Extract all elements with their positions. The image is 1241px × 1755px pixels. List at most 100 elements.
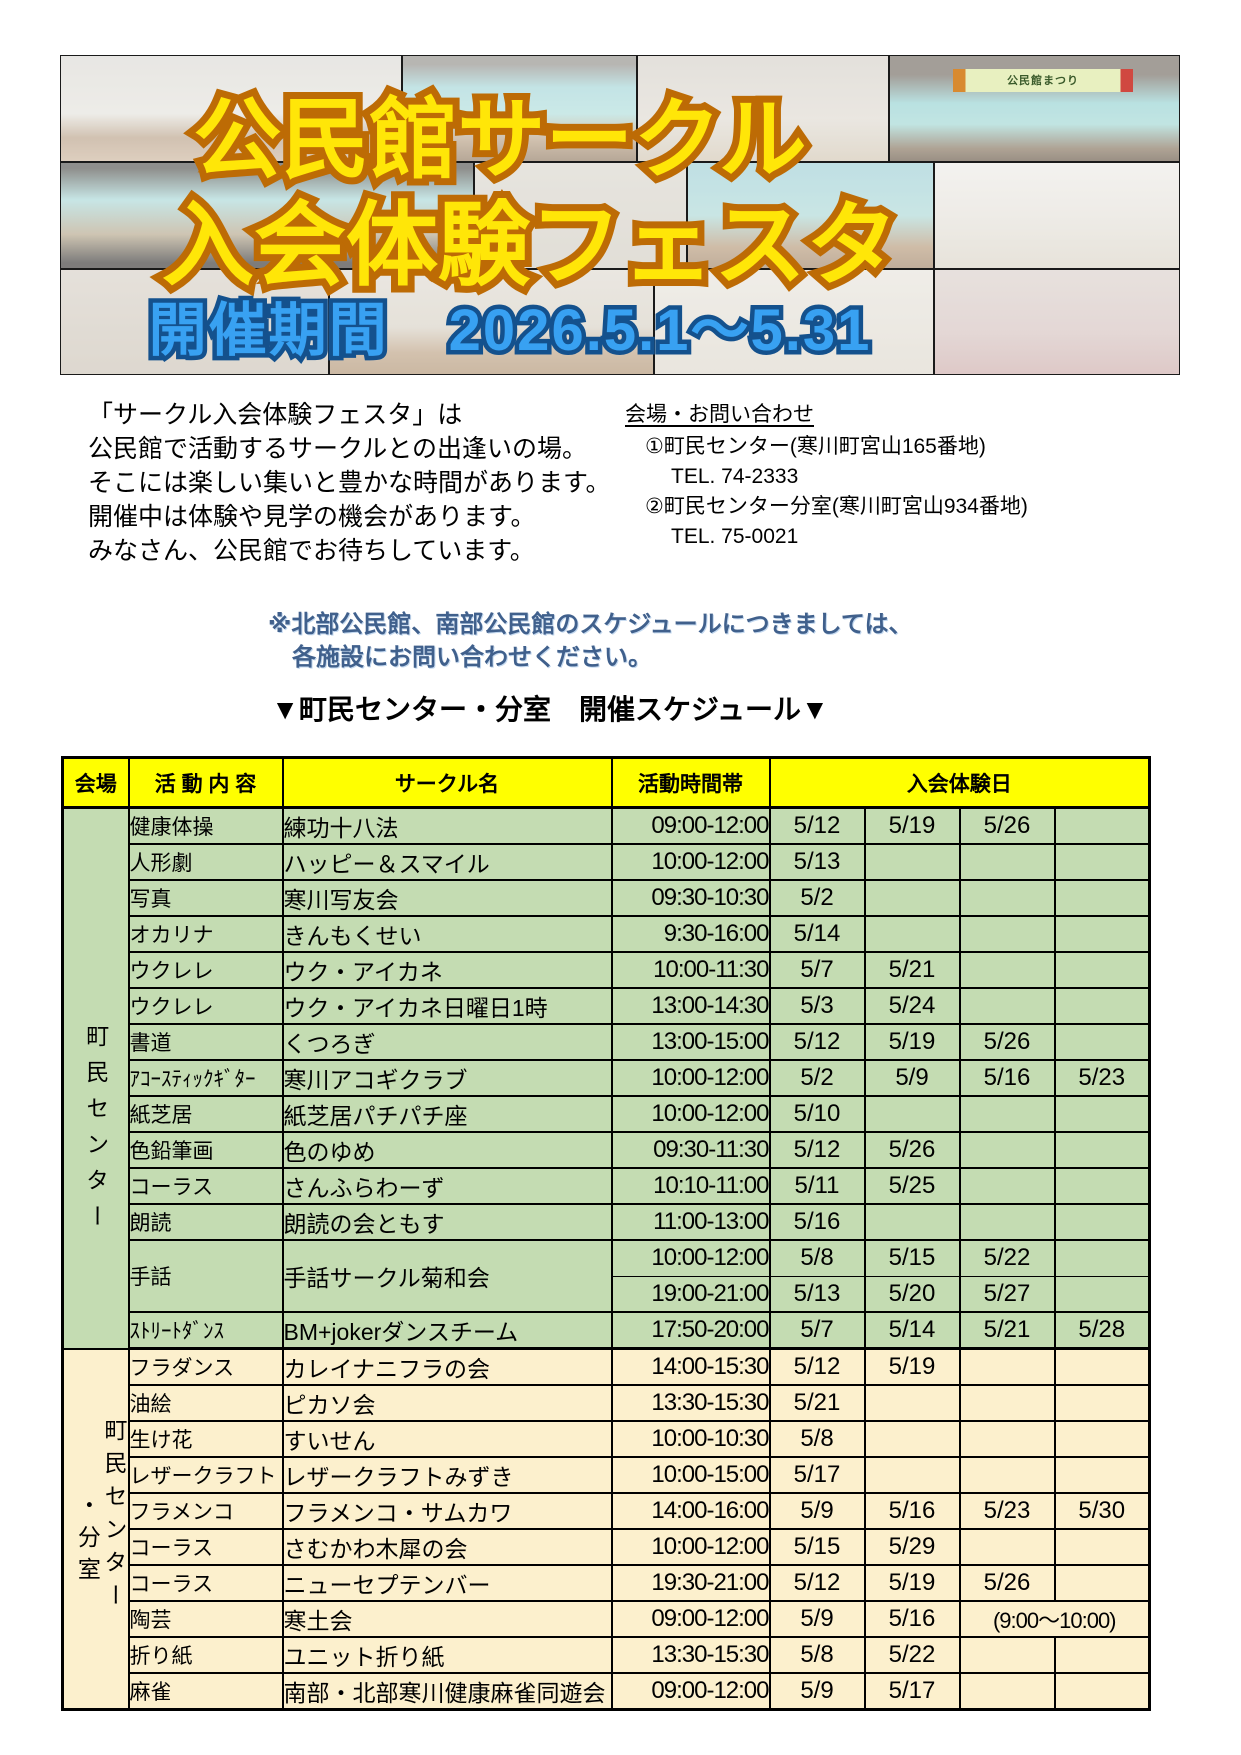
activity-cell: 紙芝居 (128, 1096, 284, 1133)
contact-phone: TEL. 75-0021 (671, 525, 799, 548)
time-slot-cell: 13:30-15:30 (611, 1385, 771, 1422)
empty-date-cell (959, 1385, 1056, 1422)
empty-date-cell (959, 1637, 1056, 1674)
empty-date-cell (1054, 1024, 1151, 1061)
empty-date-cell (1054, 1240, 1151, 1277)
circle-name-cell: レザークラフトみずき (282, 1457, 613, 1494)
trial-date-cell: 5/25 (864, 1168, 961, 1205)
activity-cell: オカリナ (128, 916, 284, 953)
main-title-line2-outline: 入会体験フェスタ (155, 188, 905, 304)
trial-date-cell: 5/19 (864, 1565, 961, 1602)
trial-date-cell: 5/11 (769, 1168, 866, 1205)
activity-cell: 麻雀 (128, 1673, 284, 1711)
schedule-row: 紙芝居 紙芝居パチパチ座 10:00-12:00 5/10 (63, 1096, 1151, 1133)
schedule-row: コーラス さんふらわーず 10:10-11:00 5/11 5/25 (63, 1168, 1151, 1205)
trial-date-cell: 5/23 (1054, 1060, 1151, 1097)
time-slot-cell: 11:00-13:00 (611, 1204, 771, 1241)
activity-cell: 写真 (128, 880, 284, 917)
activity-cell: コーラス (128, 1168, 284, 1205)
trial-date-cell: 5/13 (769, 1276, 866, 1313)
venue-name-sub: ・分室 (74, 1492, 101, 1589)
activity-cell: ウクレレ (128, 988, 284, 1025)
schedule-row: 町民センター 健康体操 練功十八法 09:00-12:00 5/12 5/19 5/26 (62, 807, 1151, 1350)
circle-name-cell: 寒川写友会 (282, 880, 613, 917)
time-slot-cell: 19:30-21:00 (611, 1565, 771, 1602)
schedule-row: ｱｺｰｽﾃｨｯｸｷﾞﾀｰ 寒川アコギクラブ 10:00-12:00 5/2 5/9 5/1… (63, 1060, 1151, 1097)
schedule-row: コーラス ニューセプテンバー 19:30-21:00 5/12 5/19 5/26 (63, 1565, 1151, 1602)
empty-date-cell (1054, 1673, 1151, 1711)
trial-date-cell: 5/12 (769, 807, 866, 845)
trial-date-cell: 5/8 (769, 1637, 866, 1674)
activity-cell: フラメンコ (128, 1493, 284, 1530)
trial-date-cell: 5/9 (864, 1060, 961, 1097)
empty-date-cell (864, 1421, 961, 1458)
trial-date-cell: 5/9 (769, 1601, 866, 1638)
empty-date-cell (1054, 1421, 1151, 1458)
trial-date-cell: 5/14 (864, 1312, 961, 1350)
main-title-line1: 公民館サークル 公民館サークル (186, 69, 813, 196)
trial-date-cell: 5/21 (769, 1385, 866, 1422)
event-period-outline: 開催期間 2026.5.1～5.31 (144, 294, 874, 368)
activity-cell: 健康体操 (128, 807, 284, 845)
circle-name-cell: 寒川アコギクラブ (282, 1060, 613, 1097)
activity-cell: 人形劇 (128, 844, 284, 881)
circle-name-cell: カレイナニフラの会 (282, 1348, 613, 1386)
photo-stage-performance (401, 55, 637, 162)
schedule-row: 油絵 ピカソ会 13:30-15:30 5/21 (63, 1385, 1151, 1422)
contact-address: ①町民センター(寒川町宮山165番地) (645, 435, 986, 458)
schedule-row: ｽﾄﾘｰﾄﾀﾞﾝｽ BM+jokerダンスチーム 17:50-20:00 5/7 5/1… (63, 1312, 1151, 1350)
time-slot-cell: 10:00-11:30 (611, 952, 771, 989)
empty-date-cell (1054, 1457, 1151, 1494)
circle-name-cell: すいせん (282, 1421, 613, 1458)
trial-date-cell: 5/21 (959, 1312, 1056, 1350)
time-slot-cell: 9:30-16:00 (611, 916, 771, 953)
trial-date-cell: 5/26 (959, 1024, 1056, 1061)
trial-date-cell: 5/21 (864, 952, 961, 989)
contact-heading: 会場・お問い合わせ (625, 403, 814, 426)
trial-date-cell: 5/17 (864, 1673, 961, 1711)
photo-pottery-display (933, 162, 1180, 269)
photo-framed-artwork-wall (474, 162, 688, 269)
trial-date-cell: 5/12 (769, 1348, 866, 1386)
trial-date-cell: 5/22 (864, 1637, 961, 1674)
venue-label: 町民センター ・分室 (62, 1348, 130, 1711)
trial-date-cell: 5/15 (864, 1240, 961, 1277)
venue-name: 町民センター (82, 1024, 109, 1241)
trial-date-cell: 5/24 (864, 988, 961, 1025)
schedule-row: オカリナ きんもくせい 9:30-16:00 5/14 (63, 916, 1151, 953)
circle-name-cell: ユニット折り紙 (282, 1637, 613, 1674)
time-slot-cell: 17:50-20:00 (611, 1312, 771, 1350)
circle-name-cell: ウク・アイカネ (282, 952, 613, 989)
time-slot-cell: 10:00-12:00 (611, 1240, 771, 1277)
activity-cell: ｽﾄﾘｰﾄﾀﾞﾝｽ (128, 1312, 284, 1350)
empty-date-cell (864, 916, 961, 953)
trial-date-cell: 5/7 (769, 952, 866, 989)
empty-date-cell (1054, 1096, 1151, 1133)
trial-date-cell: 5/17 (769, 1457, 866, 1494)
time-slot-cell: 14:00-15:30 (611, 1348, 771, 1386)
schedule-row: フラメンコ フラメンコ・サムカワ 14:00-16:00 5/9 5/16 5/23 5/3… (63, 1493, 1151, 1530)
main-title-line1-outline: 公民館サークル (186, 83, 813, 196)
time-slot-cell: 09:30-11:30 (611, 1132, 771, 1169)
trial-date-cell: 5/19 (864, 1348, 961, 1386)
matsuri-banner: 公民館まつり (953, 68, 1133, 92)
trial-date-cell: 5/26 (864, 1132, 961, 1169)
activity-cell: レザークラフト (128, 1457, 284, 1494)
time-slot-cell: 09:00-12:00 (611, 1601, 771, 1638)
trial-date-cell: 5/16 (769, 1204, 866, 1241)
circle-name-cell: BM+jokerダンスチーム (282, 1312, 613, 1350)
schedule-row: 町民センター ・分室 フラダンス カレイナニフラの会 14:00-15:30 5/12 5/… (62, 1348, 1151, 1711)
trial-date-cell: 5/20 (864, 1276, 961, 1313)
empty-date-cell (1054, 952, 1151, 989)
circle-name-cell: さむかわ木犀の会 (282, 1529, 613, 1566)
circle-name-cell: きんもくせい (282, 916, 613, 953)
photo-pink-choir (933, 269, 1180, 375)
schedule-table: 会場活 動 内 容サークル名 活動時間帯 入会体験日 町民センター 健康体操 練功十八法 0… (61, 756, 1151, 1711)
empty-date-cell (959, 880, 1056, 917)
empty-date-cell (1054, 844, 1151, 881)
activity-cell: ウクレレ (128, 952, 284, 989)
empty-date-cell (959, 1348, 1056, 1386)
trial-date-cell: 5/10 (769, 1096, 866, 1133)
circle-name-cell: 寒土会 (282, 1601, 613, 1638)
